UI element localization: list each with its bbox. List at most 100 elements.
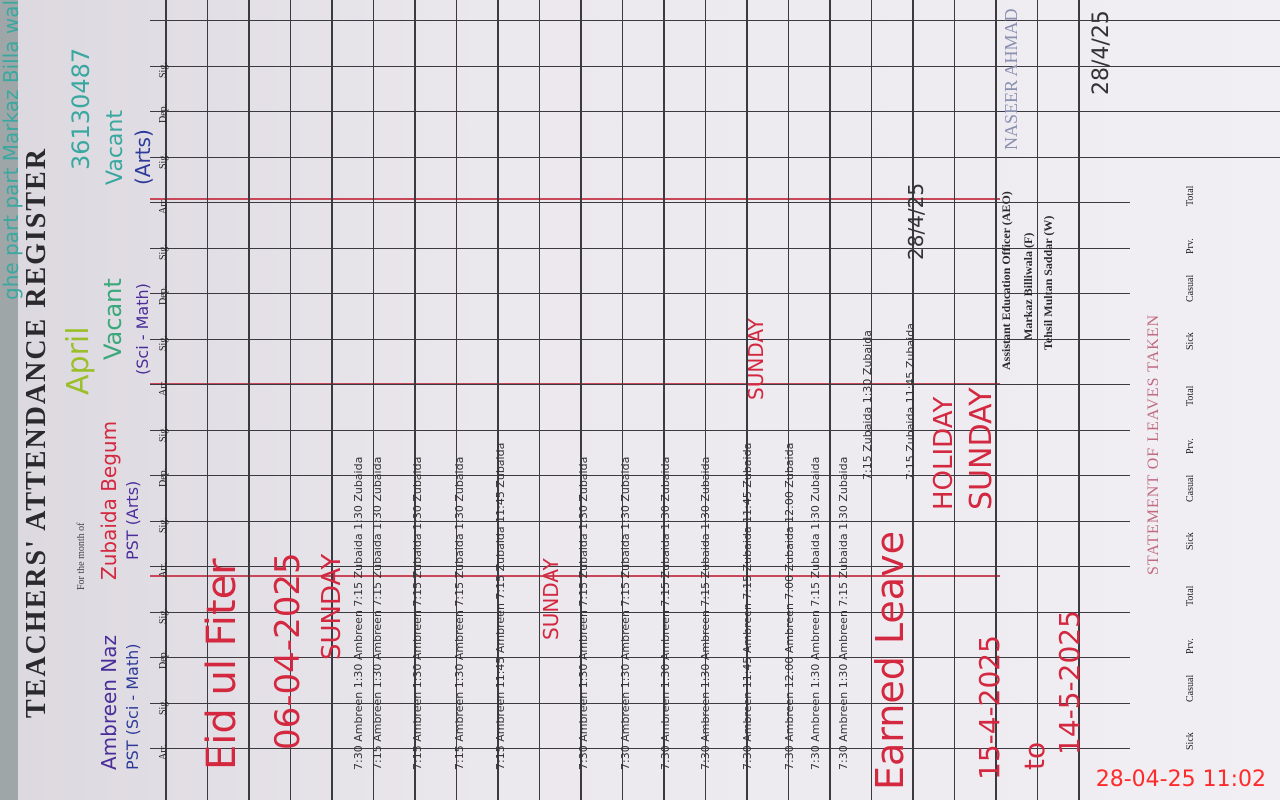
grid-column-line (150, 611, 1130, 613)
leaves-statement-title: STATEMENT OF LEAVES TAKEN (1145, 313, 1162, 575)
column-header: Sig. (158, 698, 169, 715)
grid-column-line (150, 520, 1130, 522)
grid-column-line (150, 384, 1130, 386)
teacher-3-name: Vacant (99, 278, 127, 360)
register-title: TEACHERS' ATTENDANCE REGISTER (21, 147, 52, 718)
grid-column-line (150, 293, 1130, 295)
leaves-header: Prv. (1185, 438, 1196, 454)
grid-column-line (150, 156, 1280, 158)
attendance-row: 7:15 Ambreen 11:45 Ambreen 7:15 Zubaida … (494, 442, 507, 770)
attendance-row: 7:30 Ambreen 12:00 Ambreen 7:00 Zubaida … (783, 442, 796, 770)
earned-leave-label: Earned Leave (868, 531, 912, 790)
leaves-header: Total (1185, 385, 1196, 406)
leaves-header: Sick (1185, 532, 1196, 550)
column-header: Sig. (158, 243, 169, 260)
grid-column-line (150, 202, 1130, 204)
column-header: Sig. (158, 152, 169, 169)
leaves-header: Casual (1185, 674, 1196, 702)
eid-date: 06-04-2025 (268, 552, 308, 750)
attendance-row: 7:15 Ambreen 1:30 Ambreen 7:15 Zubaida 1… (411, 456, 424, 770)
officer-line-3: Tehsil Multan Saddar (W) (1041, 215, 1055, 350)
attendance-row: 7:30 Ambreen 1:30 Ambreen 7:15 Zubaida 1… (659, 456, 672, 770)
grid-row-line (206, 0, 208, 800)
attendance-row: 7:15 Zubaida 1:30 Zubaida (861, 330, 874, 480)
attendance-row: 7:30 Ambreen 1:30 Ambreen 7:15 Zubaida 1… (619, 456, 632, 770)
teacher-3-post: (Sci - Math) (133, 283, 152, 375)
leaves-header: Sick (1185, 732, 1196, 750)
column-header: Dep. (158, 103, 169, 123)
grid-row-line (870, 0, 872, 800)
column-header: Dep. (158, 649, 169, 669)
sunday-label-4: SUNDAY (964, 387, 999, 510)
grid-row-line (953, 0, 955, 800)
teacher-2-post: PST (Arts) (123, 480, 142, 560)
photo-timestamp: 28-04-25 11:02 (1095, 766, 1266, 792)
grid-column-line (150, 65, 1280, 67)
page-edge (0, 0, 18, 800)
grid-column-line (150, 111, 1280, 113)
leaves-header: Sick (1185, 332, 1196, 350)
grid-row-line (746, 0, 748, 800)
leaves-header: Casual (1185, 474, 1196, 502)
leaves-header: Total (1185, 185, 1196, 206)
grid-column-line (150, 475, 1130, 477)
leaves-header: Total (1185, 585, 1196, 606)
teacher-4-name: Vacant (103, 110, 128, 185)
grid-column-line (150, 657, 1130, 659)
grid-row-line (538, 0, 540, 800)
teacher-1-post: PST (Sci - Math) (123, 643, 142, 770)
grid-column-line (150, 566, 1130, 568)
sunday-label-2: SUNDAY (539, 558, 563, 640)
attendance-row: 7:15 Zubaida 11:45 Zubaida (904, 323, 917, 480)
grid-row-line (1036, 0, 1038, 800)
column-header: Sig. (158, 516, 169, 533)
attendance-row: 7:30 Ambreen 1:30 Ambreen 7:15 Zubaida 1… (577, 456, 590, 770)
grid-row-line (165, 0, 167, 800)
grid-row-line (663, 0, 665, 800)
signature-date: 28/4/25 (904, 182, 928, 260)
attendance-row: 7:30 Ambreen 1:30 Ambreen 7:15 Zubaida 1… (352, 456, 365, 770)
attendance-row: 7:30 Ambreen 1:30 Ambreen 7:15 Zubaida 1… (809, 456, 822, 770)
grid-row-line (621, 0, 623, 800)
month-value: April (61, 326, 96, 395)
column-header: Sig. (158, 425, 169, 442)
grid-row-line (580, 0, 582, 800)
grid-row-line (289, 0, 291, 800)
sunday-label-1: SUNDAY (317, 553, 347, 660)
grid-row-line (372, 0, 374, 800)
teacher-1-name: Ambreen Naz (97, 635, 121, 770)
column-header: Sig. (158, 607, 169, 624)
sunday-label-3: SUNDAY (744, 318, 768, 400)
leaves-header: Prv. (1185, 238, 1196, 254)
column-header: Arr. (158, 380, 169, 396)
teacher-divider (150, 575, 1000, 577)
leaves-header: Prv. (1185, 638, 1196, 654)
column-header: Arr. (158, 198, 169, 214)
leave-to-date: 14-5-2025 (1053, 610, 1086, 755)
column-header: Sig. (158, 61, 169, 78)
column-header: Sig. (158, 334, 169, 351)
officer-stamp: NASEER AHMAD (1001, 8, 1021, 150)
holiday-label: HOLIDAY (929, 396, 959, 510)
column-header: Dep. (158, 285, 169, 305)
grid-row-line (704, 0, 706, 800)
grid-column-line (150, 247, 1130, 249)
leave-to-word: to (1018, 741, 1051, 770)
school-code: 36130487 (67, 47, 95, 170)
top-note: ghe part part Markaz Billa wala (0, 0, 23, 300)
grid-row-line (787, 0, 789, 800)
grid-row-line (829, 0, 831, 800)
grid-row-line (331, 0, 333, 800)
for-month-label: For the month of (76, 522, 87, 591)
eid-note: Eid ul Fiter (199, 558, 245, 770)
grid-row-line (455, 0, 457, 800)
leave-from-date: 15-4-2025 (973, 635, 1006, 780)
grid-row-line (995, 0, 997, 800)
officer-line-1: Assistant Education Officer (AEO) (999, 191, 1013, 370)
grid-row-line (497, 0, 499, 800)
officer-line-2: Markaz Billiwala (F) (1021, 232, 1035, 340)
grid-row-line (1078, 0, 1080, 800)
leaves-header: Casual (1185, 274, 1196, 302)
grid-column-line (150, 429, 1130, 431)
